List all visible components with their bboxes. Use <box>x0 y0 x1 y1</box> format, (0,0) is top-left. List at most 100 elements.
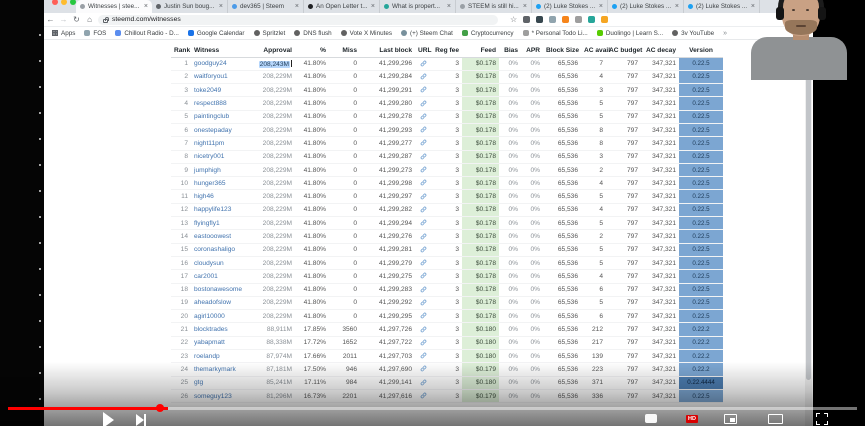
link-icon[interactable] <box>420 86 427 93</box>
witness-link[interactable]: happylife123 <box>194 206 232 214</box>
tab-close-icon[interactable]: × <box>598 2 603 10</box>
witness-link[interactable]: cloudysun <box>194 259 224 267</box>
witness-link[interactable]: night11pm <box>194 139 225 147</box>
bird-extension-icon[interactable] <box>549 16 557 23</box>
settings-button[interactable] <box>645 414 657 423</box>
window-zoom-button[interactable] <box>70 0 76 5</box>
tab-close-icon[interactable]: × <box>446 2 451 10</box>
witness-link[interactable]: hunger365 <box>194 179 226 187</box>
tab-9[interactable]: (2) Luke Stokes ... × <box>684 0 760 13</box>
witness-link[interactable]: aheadofslow <box>194 299 232 307</box>
link-icon[interactable] <box>420 312 427 319</box>
link-icon[interactable] <box>420 219 427 226</box>
progress-bar[interactable] <box>8 407 857 410</box>
tab-4[interactable]: An Open Letter t... × <box>304 0 380 13</box>
bookmark-item[interactable]: Duolingo | Learn S... <box>596 30 663 37</box>
witness-link[interactable]: paintingclub <box>194 113 230 121</box>
tab-close-icon[interactable]: × <box>370 2 375 10</box>
witness-link[interactable]: eastooowest <box>194 233 232 240</box>
yellow-extension-icon[interactable] <box>601 16 609 23</box>
witness-link[interactable]: high46 <box>194 193 214 201</box>
witness-link[interactable]: someguy123 <box>194 392 232 400</box>
witness-link[interactable]: blocktrades <box>194 326 228 334</box>
bookmark-item[interactable]: 3v YouTube <box>672 30 714 37</box>
bookmark-item[interactable]: Spritzlet <box>253 30 285 37</box>
link-icon[interactable] <box>420 100 427 107</box>
witness-link[interactable]: gtg <box>194 379 204 387</box>
v-extension-icon[interactable] <box>536 16 544 23</box>
bookmark-item[interactable]: DNS flush <box>294 30 332 37</box>
tab-close-icon[interactable]: × <box>522 2 527 10</box>
gray-extension-icon[interactable] <box>575 16 583 23</box>
witness-link[interactable]: onestepaday <box>194 126 232 134</box>
reload-button[interactable]: ↻ <box>73 14 80 24</box>
window-close-button[interactable] <box>52 0 58 5</box>
bookmark-item[interactable]: FOS <box>84 30 106 37</box>
witness-link[interactable]: yabapmatt <box>194 339 225 347</box>
witness-link[interactable]: flyingfly1 <box>194 219 220 227</box>
link-icon[interactable] <box>420 153 427 160</box>
bookmark-item[interactable]: Cryptocurrency <box>461 30 514 37</box>
bookmark-item[interactable]: * Personal Todo Li... <box>522 30 588 37</box>
link-icon[interactable] <box>420 365 427 372</box>
link-icon[interactable] <box>420 233 427 240</box>
scrollbar[interactable] <box>805 40 812 426</box>
scrollbar-thumb[interactable] <box>806 50 811 380</box>
link-icon[interactable] <box>420 379 427 386</box>
link-icon[interactable] <box>420 139 427 146</box>
theater-mode-button[interactable] <box>768 414 783 424</box>
tab-1[interactable]: Witnesses | stee... × <box>76 0 152 13</box>
witness-link[interactable]: themarkymark <box>194 365 236 373</box>
link-icon[interactable] <box>420 299 427 306</box>
link-icon[interactable] <box>420 339 427 346</box>
tab-2[interactable]: Justin Sun boug... × <box>152 0 228 13</box>
tab-3[interactable]: dev365 | Steem × <box>228 0 304 13</box>
address-bar[interactable]: steemd.com/witnesses <box>98 14 498 25</box>
tab-close-icon[interactable]: × <box>750 2 755 10</box>
tab-5[interactable]: What is propert... × <box>380 0 456 13</box>
link-icon[interactable] <box>420 166 427 173</box>
back-button[interactable]: ← <box>46 14 55 24</box>
tab-7[interactable]: (2) Luke Stokes ... × <box>532 0 608 13</box>
link-icon[interactable] <box>420 392 427 399</box>
forward-button[interactable]: → <box>59 14 68 24</box>
fullscreen-button[interactable] <box>816 413 828 425</box>
witness-link[interactable]: bostonawesome <box>194 286 243 294</box>
tab-6[interactable]: STEEM is still hi... × <box>456 0 532 13</box>
link-icon[interactable] <box>420 73 427 80</box>
link-icon[interactable] <box>420 246 427 253</box>
next-button[interactable] <box>136 414 146 426</box>
tab-8[interactable]: (2) Luke Stokes ... × <box>608 0 684 13</box>
eye-extension-icon[interactable] <box>523 16 531 23</box>
witness-link[interactable]: car2001 <box>194 272 218 280</box>
tab-close-icon[interactable]: × <box>143 2 148 10</box>
play-button[interactable] <box>103 412 114 426</box>
window-minimize-button[interactable] <box>61 0 67 5</box>
bookmark-item[interactable]: Google Calendar <box>187 30 245 37</box>
link-icon[interactable] <box>420 206 427 213</box>
bookmark-item[interactable]: Chillout Radio - D... <box>115 30 179 37</box>
link-icon[interactable] <box>420 126 427 133</box>
witness-link[interactable]: waitforyou1 <box>194 73 228 81</box>
home-button[interactable]: ⌂ <box>87 14 92 24</box>
bookmark-item[interactable]: (+) Steem Chat <box>400 30 453 37</box>
fox-extension-icon[interactable] <box>562 16 570 23</box>
bookmark-star-icon[interactable]: ☆ <box>510 15 518 24</box>
link-icon[interactable] <box>420 326 427 333</box>
witness-link[interactable]: coronashaligo <box>194 246 236 254</box>
tab-close-icon[interactable]: × <box>294 2 299 10</box>
link-icon[interactable] <box>420 272 427 279</box>
bookmarks-overflow-chevron-icon[interactable]: » <box>723 29 728 37</box>
link-icon[interactable] <box>420 193 427 200</box>
witness-link[interactable]: nicetry001 <box>194 153 225 161</box>
witness-link[interactable]: toke2049 <box>194 86 222 94</box>
link-icon[interactable] <box>420 286 427 293</box>
miniplayer-button[interactable] <box>724 414 737 424</box>
link-icon[interactable] <box>420 179 427 186</box>
witness-link[interactable]: agirl10000 <box>194 312 225 320</box>
teal-extension-icon[interactable] <box>588 16 596 23</box>
witness-link[interactable]: roelandp <box>194 352 220 360</box>
bookmark-item[interactable]: Apps <box>52 30 75 37</box>
witness-link[interactable]: respect888 <box>194 100 227 108</box>
witness-link[interactable]: jumphigh <box>194 166 221 174</box>
